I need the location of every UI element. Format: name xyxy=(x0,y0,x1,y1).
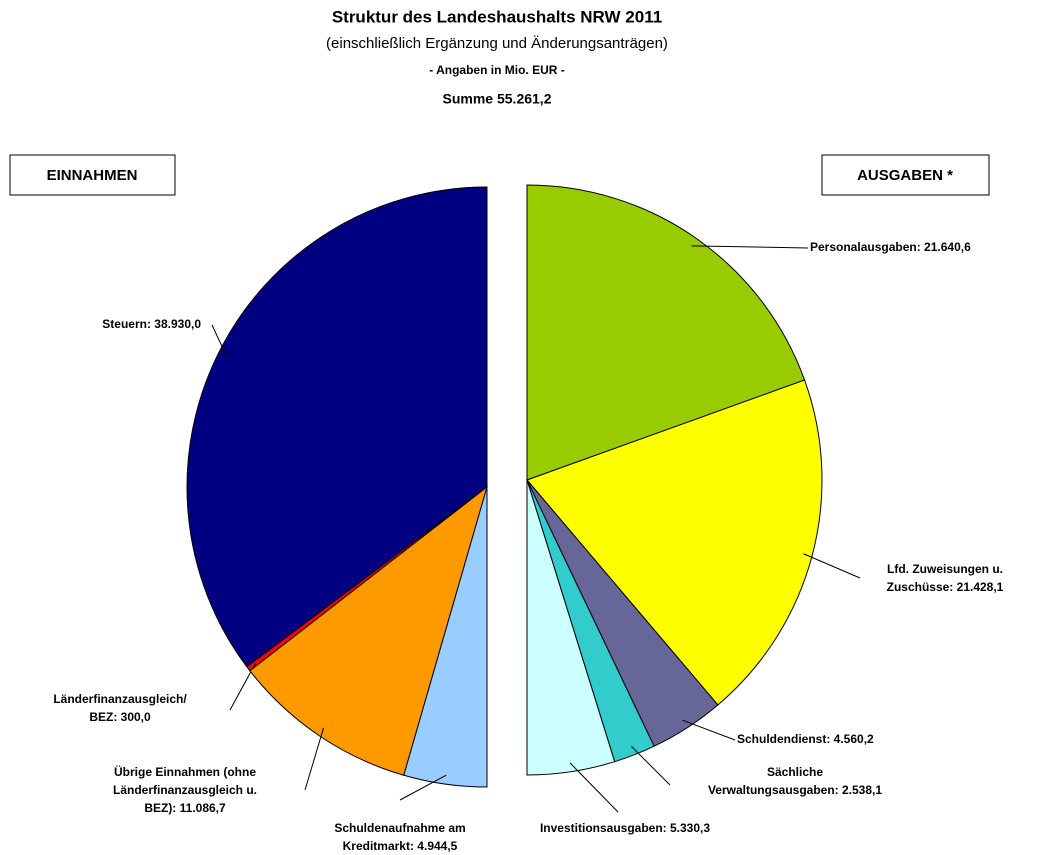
unit-note: - Angaben in Mio. EUR - xyxy=(429,63,565,77)
data-label: BEZ: 300,0 xyxy=(89,710,151,724)
data-label: Schuldendienst: 4.560,2 xyxy=(737,732,874,746)
pie-slice xyxy=(249,485,488,776)
leader-line xyxy=(211,324,228,357)
data-label: Personalausgaben: 21.640,6 xyxy=(810,240,971,254)
data-label: Länderfinanzausgleich u. xyxy=(113,783,257,797)
data-label: Kreditmarkt: 4.944,5 xyxy=(343,839,458,853)
data-label: BEZ): 11.086,7 xyxy=(144,801,226,815)
pie-slice xyxy=(186,186,488,668)
leader-line xyxy=(304,727,325,791)
leader-line xyxy=(631,746,671,786)
subtitle: (einschließlich Ergänzung und Änderungsa… xyxy=(326,35,668,52)
pie-slice xyxy=(403,486,488,788)
pie-title-box xyxy=(821,154,990,196)
pie-title: EINNAHMEN xyxy=(47,167,138,184)
data-label: Länderfinanzausgleich/ xyxy=(53,692,187,706)
leader-line xyxy=(682,719,736,741)
data-label: Steuern: 38.930,0 xyxy=(102,317,201,331)
leader-line xyxy=(803,553,861,579)
pie-title-box xyxy=(9,154,176,196)
leader-line xyxy=(399,774,447,801)
data-label: Sächliche xyxy=(767,765,823,779)
pie-title: AUSGABEN * xyxy=(857,167,953,184)
leader-line xyxy=(691,245,809,249)
data-label: Investitionsausgaben: 5.330,3 xyxy=(540,821,710,835)
data-label: Schuldenaufnahme am xyxy=(334,821,465,835)
pie-slice xyxy=(526,479,616,776)
leader-line xyxy=(569,762,619,813)
chart-title: Struktur des Landeshaushalts NRW 2011 xyxy=(332,7,662,26)
data-label: Übrige Einnahmen (ohne xyxy=(114,764,256,779)
data-label: Verwaltungsausgaben: 2.538,1 xyxy=(708,783,882,797)
total: Summe 55.261,2 xyxy=(443,91,552,107)
pie-slice xyxy=(526,379,823,706)
data-label: Lfd. Zuweisungen u. xyxy=(887,562,1003,576)
pie-slice xyxy=(526,184,806,481)
data-label: Zuschüsse: 21.428,1 xyxy=(887,580,1004,594)
